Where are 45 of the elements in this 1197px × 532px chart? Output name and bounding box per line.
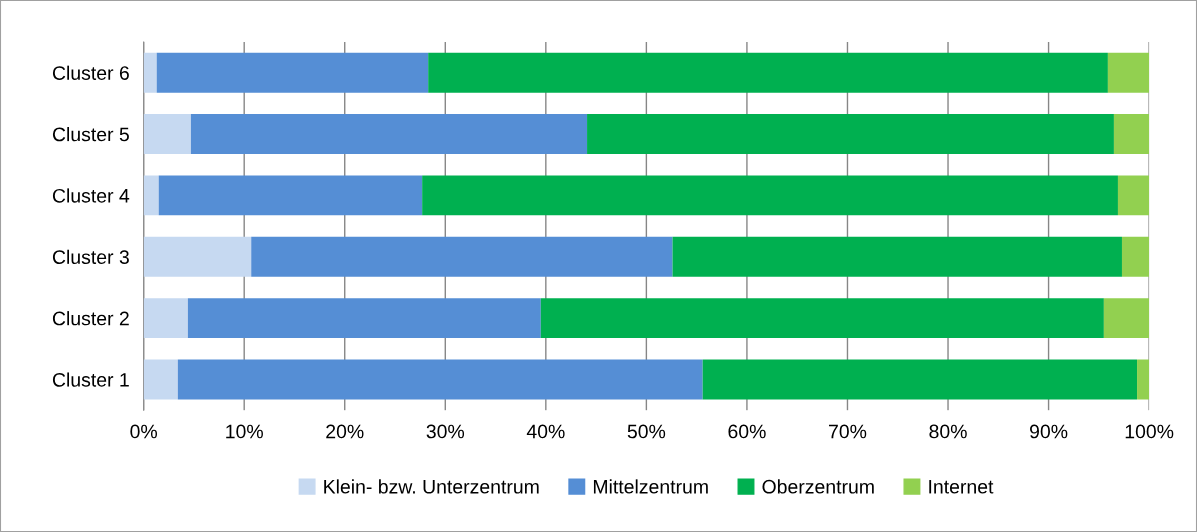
bar [1137,359,1150,400]
x-tick-label: 60% [728,424,766,439]
bar [190,114,588,155]
x-tick-label: 20% [326,424,364,439]
bar [1103,298,1150,339]
bar [143,52,157,93]
bar [251,236,673,277]
x-tick-label: 30% [426,424,465,439]
bar [1107,52,1150,93]
bar [422,175,1118,216]
bar [540,298,1104,339]
x-tick-label: 100% [1125,424,1174,439]
legend-label: Oberzentrum [762,479,874,494]
x-tick-label: 40% [526,424,565,439]
bar [587,114,1114,155]
bar [1113,114,1150,155]
y-tick-label: Cluster 3 [52,249,129,265]
y-tick-label: Cluster 5 [52,127,129,142]
bar [143,114,191,155]
bar [156,52,429,93]
x-tick-label: 80% [929,424,967,439]
y-tick-label: Cluster 2 [52,311,129,326]
bar [177,359,703,400]
legend-label: Mittelzentrum [593,479,708,494]
bar [1117,175,1150,216]
bar [143,359,178,400]
bar [187,298,541,339]
legend-label: Klein- bzw. Unterzentrum [324,479,539,494]
x-tick-label: 70% [829,424,867,439]
x-tick-label: 90% [1030,424,1068,439]
y-tick-label: Cluster 4 [52,188,130,203]
bar [428,52,1108,93]
y-tick-label: Cluster 6 [52,65,129,80]
bar [1121,236,1150,277]
x-tick-label: 10% [226,424,263,439]
bar [143,175,159,216]
x-tick-label: 0% [130,424,157,439]
bar [702,359,1138,400]
bar [143,236,252,277]
legend-label: Internet [929,480,994,494]
bar [672,236,1122,277]
bar [158,175,423,216]
bar [143,298,188,339]
y-tick-label: Cluster 1 [52,372,129,387]
x-tick-label: 50% [627,424,666,439]
